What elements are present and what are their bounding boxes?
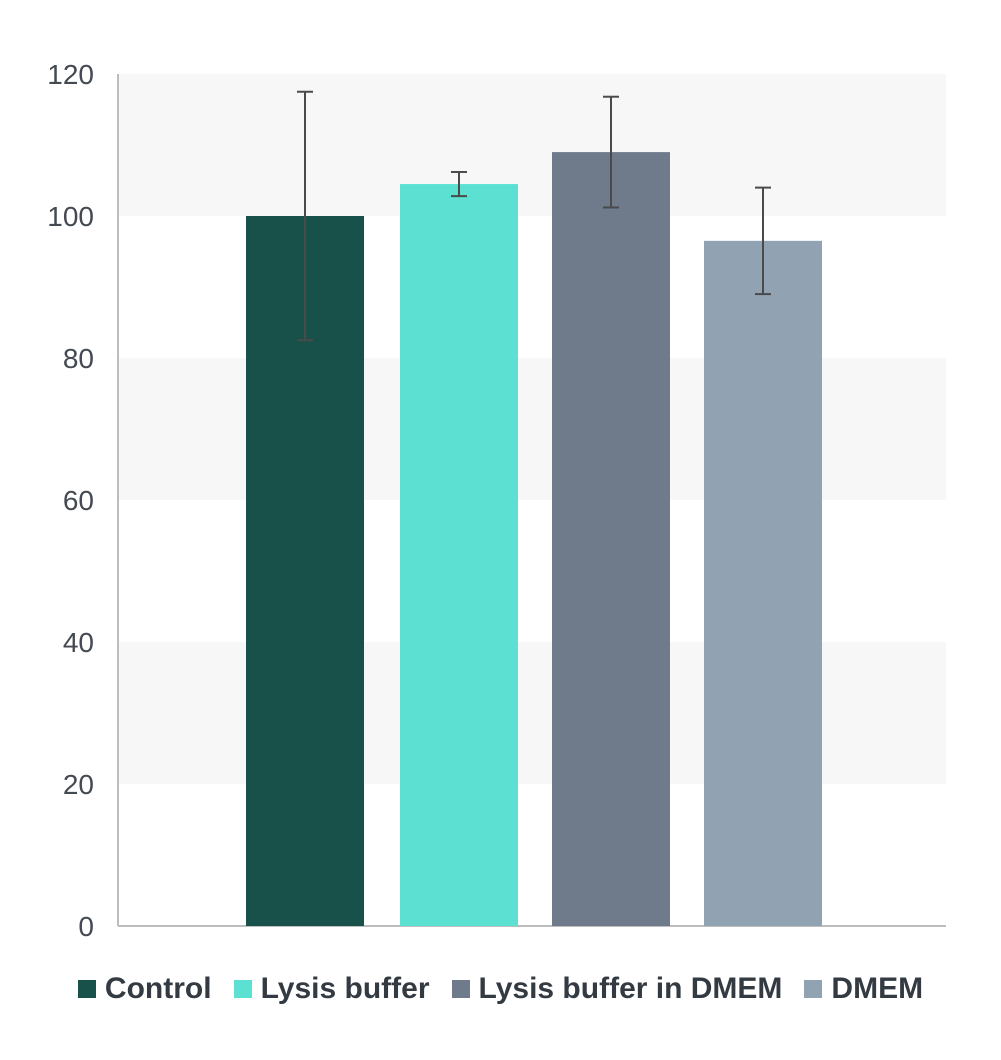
legend-item: Control [77, 972, 212, 1006]
legend-item: Lysis buffer [233, 972, 430, 1006]
y-tick-label: 0 [78, 911, 94, 942]
legend-swatch [451, 980, 470, 998]
legend-item: Lysis buffer in DMEM [451, 972, 783, 1006]
bar-dmem [704, 240, 822, 927]
y-tick-label: 40 [63, 627, 94, 658]
y-tick-label: 120 [47, 59, 94, 90]
bar-lysis-buffer [400, 184, 518, 927]
legend: Control Lysis buffer Lysis buffer in DMEM D… [0, 972, 1001, 1006]
legend-label: Control [104, 972, 212, 1005]
y-tick-label: 80 [63, 343, 94, 374]
y-tick-label: 20 [63, 769, 94, 800]
legend-label: Lysis buffer [260, 972, 430, 1005]
legend-label: Lysis buffer in DMEM [478, 972, 783, 1005]
legend-item: DMEM [804, 972, 923, 1006]
legend-swatch [77, 980, 96, 998]
legend-swatch [804, 980, 823, 998]
legend-label: DMEM [831, 972, 924, 1005]
error-bars [297, 90, 771, 342]
bar-lysis-buffer-in-dmem [552, 152, 670, 927]
bar-chart-plot: 0 20 40 60 80 100 120 [47, 59, 946, 942]
legend-swatch [233, 980, 252, 998]
grid-band [118, 74, 946, 216]
y-tick-label: 60 [63, 485, 94, 516]
y-tick-label: 100 [47, 201, 94, 232]
y-tick-labels: 0 20 40 60 80 100 120 [47, 59, 94, 942]
bars [246, 152, 822, 927]
